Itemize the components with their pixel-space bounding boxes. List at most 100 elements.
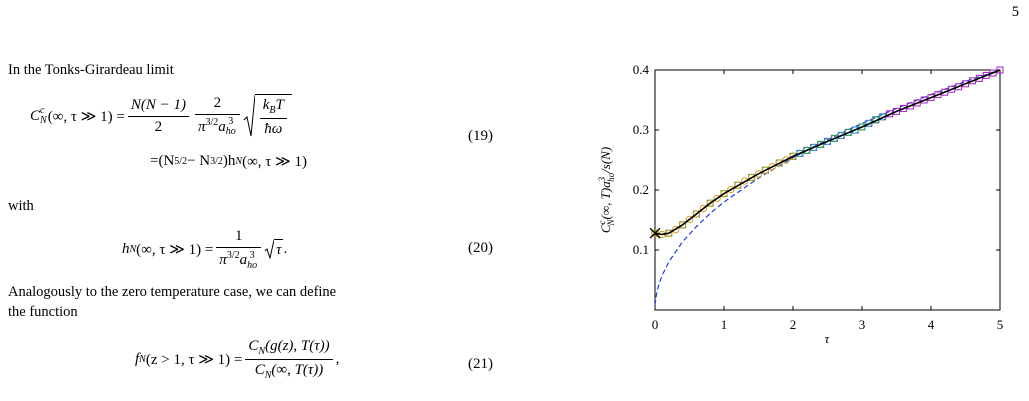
denominator: 2	[154, 118, 163, 135]
circle-marker	[699, 204, 707, 213]
paragraph-line: Analogously to the zero temperature case…	[8, 284, 337, 300]
plot-frame	[654, 69, 1001, 311]
circle-marker	[768, 162, 776, 171]
square-marker	[934, 91, 942, 99]
square-marker	[817, 140, 825, 148]
x-axis-label: τ	[825, 331, 831, 346]
circle-marker	[810, 143, 818, 152]
fraction: N(N − 1) 2	[127, 97, 189, 136]
circle-marker	[720, 189, 728, 198]
circle-marker	[692, 210, 701, 218]
numerator: CN(g(z), T(τ))	[245, 338, 333, 360]
denominator: π3/2a 3 ho	[195, 115, 240, 138]
circle-marker	[685, 215, 694, 224]
sub: N	[258, 346, 266, 357]
y-tick-label: 0.3	[633, 122, 649, 137]
y-tick-label: 0.2	[633, 182, 649, 197]
expr: (∞, T)a	[598, 181, 613, 220]
scripts: 3 ho	[226, 117, 236, 137]
denominator: ħω	[264, 121, 283, 137]
x-tick-label: 3	[859, 317, 866, 332]
symbol: π	[197, 118, 206, 135]
circle-marker	[754, 170, 763, 178]
sub: N	[235, 156, 243, 167]
line	[654, 69, 1001, 306]
square-marker	[893, 107, 900, 115]
sup: 5/2	[174, 156, 188, 167]
square-marker	[955, 83, 963, 91]
square-marker	[989, 69, 997, 77]
fraction: 2 π3/2a 3 ho	[194, 95, 240, 138]
paragraph: In the Tonks-Girardeau limit	[8, 62, 174, 78]
args: (∞, τ ≫ 1) =	[47, 108, 125, 125]
square-marker	[941, 88, 949, 96]
sup: 3	[249, 249, 255, 261]
numerator: 1	[216, 228, 262, 248]
punct: .	[283, 240, 288, 257]
square-marker	[913, 99, 921, 107]
square-marker	[975, 74, 983, 82]
sub: ho	[606, 172, 616, 182]
radical	[264, 240, 275, 260]
circle-marker	[789, 152, 797, 161]
x-tick-label: 4	[928, 317, 935, 332]
expr: /s(N)	[598, 147, 613, 174]
fraction: CN(g(z), T(τ)) CN(∞, T(τ))	[245, 338, 333, 381]
sub: N	[264, 370, 272, 381]
symbol: T	[275, 97, 284, 113]
circle-marker	[865, 119, 873, 128]
circle-marker	[747, 173, 756, 182]
root: kBT ħω	[243, 94, 292, 138]
sub: N	[139, 354, 146, 365]
args: (∞, τ ≫ 1) =	[136, 241, 214, 258]
sub: N	[40, 115, 47, 126]
circle-marker	[713, 194, 721, 203]
fraction: 1 π3/2a 3 ho	[216, 228, 262, 271]
square-marker	[899, 104, 907, 112]
paragraph: with	[8, 198, 34, 214]
square-marker	[968, 77, 976, 85]
square-marker	[962, 80, 969, 88]
x-tick-label: 1	[721, 317, 728, 332]
circle-marker	[678, 221, 687, 229]
denominator: π3/2a 3 ho	[216, 248, 261, 271]
circle-marker	[706, 199, 714, 207]
sup: 3/2	[210, 156, 223, 167]
sub: N	[129, 243, 137, 255]
square-marker	[844, 128, 852, 136]
sub: ho	[247, 259, 258, 271]
x-tick-label: 5	[997, 317, 1004, 332]
circle-marker	[851, 126, 859, 134]
sup: 3/2	[205, 116, 219, 128]
punct: ,	[335, 351, 340, 367]
equation: =(N 5/2 − N 3/2)h N (∞, τ ≫ 1)	[150, 152, 307, 171]
page-number: 5	[1011, 4, 1019, 20]
symbol: C	[30, 107, 41, 124]
circle-marker	[782, 156, 790, 164]
equation: f N (z > 1, τ ≫ 1) = CN(g(z), T(τ)) CN(∞, T…	[135, 338, 339, 381]
circle-marker	[823, 137, 832, 146]
sup: 3	[597, 176, 607, 182]
radicand: kBT ħω	[254, 94, 292, 138]
line	[654, 69, 1001, 236]
fraction: kBT ħω	[259, 97, 287, 138]
equation: h N (∞, τ ≫ 1) = 1 π3/2a 3 ho τ.	[122, 228, 287, 271]
expr: (∞, τ ≫ 1)	[242, 154, 307, 170]
sub: ho	[225, 126, 236, 138]
expr: =(N	[150, 153, 175, 169]
circle-marker	[775, 159, 783, 167]
circle-marker	[761, 166, 770, 174]
expr: )h	[222, 153, 236, 169]
symbol: C	[254, 362, 265, 378]
circle-marker	[796, 149, 804, 158]
circle-marker	[741, 177, 749, 185]
sub: N	[606, 219, 616, 227]
circle-marker	[672, 225, 680, 234]
numerator: kBT	[259, 97, 287, 119]
radicand: τ	[274, 239, 284, 259]
y-tick-label: 0.1	[633, 242, 649, 257]
square-marker	[830, 134, 838, 142]
